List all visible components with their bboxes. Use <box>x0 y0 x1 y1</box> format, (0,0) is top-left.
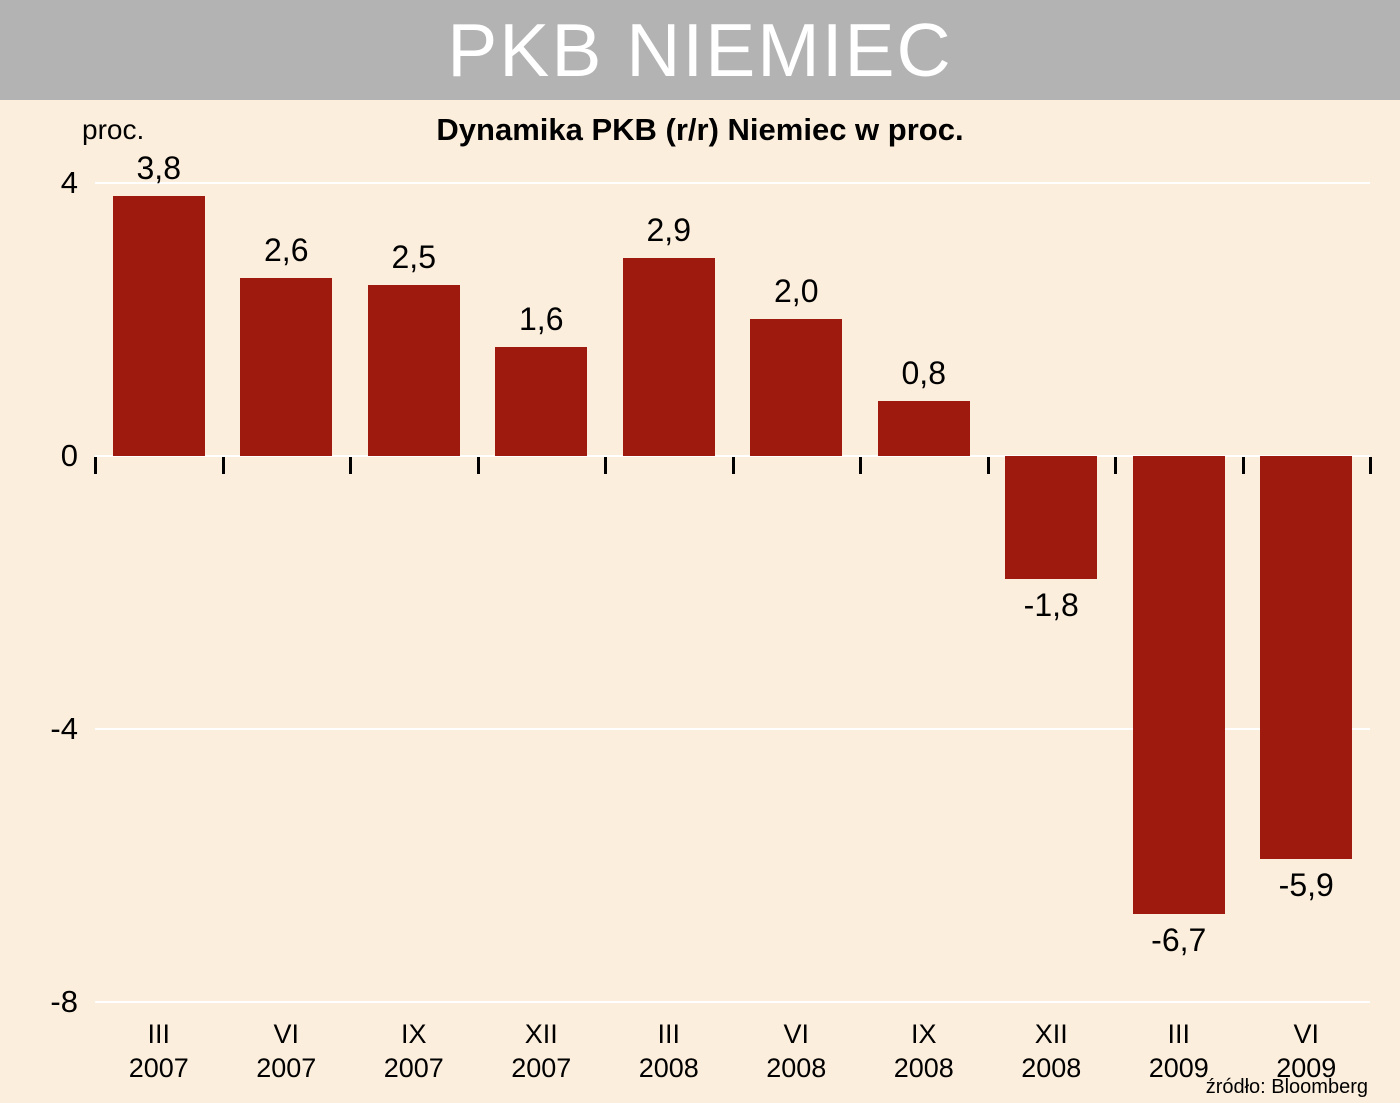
x-tick-quarter: IX <box>910 1019 937 1049</box>
x-tick-quarter: XII <box>524 1019 558 1049</box>
axis-tick <box>1114 457 1117 474</box>
x-tick-year: 2008 <box>1021 1052 1082 1083</box>
bar <box>622 257 715 456</box>
x-tick-year: 2008 <box>766 1052 827 1083</box>
bar <box>1260 456 1353 859</box>
bar-value-label: -6,7 <box>1151 921 1207 958</box>
x-tick-year: 2008 <box>893 1052 954 1083</box>
axis-tick <box>604 457 607 474</box>
bar-value-label: 2,9 <box>646 211 691 248</box>
x-tick-quarter: III <box>1167 1019 1191 1049</box>
x-tick-label: XII 2008 <box>1021 1018 1081 1086</box>
x-tick-quarter: VI <box>1293 1019 1320 1049</box>
x-tick-label: IX 2007 <box>384 1018 444 1086</box>
gridline <box>95 181 1370 184</box>
y-tick-label: -4 <box>50 711 78 747</box>
x-tick-quarter: III <box>147 1019 171 1049</box>
gridline <box>95 728 1370 731</box>
axis-tick <box>731 457 735 474</box>
bar-value-label: 0,8 <box>901 355 946 392</box>
bar <box>495 346 588 456</box>
x-tick-label: III 2007 <box>129 1018 189 1086</box>
bar <box>877 401 970 456</box>
axis-tick <box>221 457 225 474</box>
axis-tick <box>1241 457 1245 474</box>
bar <box>240 278 333 456</box>
bar-value-label: 2,0 <box>774 273 819 310</box>
axis-tick <box>1369 457 1372 474</box>
x-tick-year: 2009 <box>1276 1052 1337 1083</box>
x-tick-quarter: VI <box>273 1019 300 1049</box>
page-title: PKB NIEMIEC <box>447 7 953 92</box>
header-banner: PKB NIEMIEC <box>0 0 1400 100</box>
axis-tick <box>94 457 97 474</box>
x-tick-year: 2009 <box>1148 1052 1209 1083</box>
bar-value-label: 2,6 <box>264 232 309 269</box>
axis-tick <box>349 457 352 474</box>
x-tick-year: 2007 <box>128 1052 189 1083</box>
bar <box>1005 456 1098 579</box>
x-tick-quarter: XII <box>1034 1019 1068 1049</box>
bar-value-label: 1,6 <box>519 300 564 337</box>
x-tick-year: 2008 <box>638 1052 699 1083</box>
x-tick-year: 2007 <box>256 1052 317 1083</box>
axis-tick <box>986 457 990 474</box>
axis-tick <box>859 457 862 474</box>
bar <box>1132 456 1225 914</box>
bar-value-label: 2,5 <box>391 239 436 276</box>
gridline <box>95 455 1370 457</box>
x-tick-label: XII 2007 <box>511 1018 571 1086</box>
gridline <box>95 1001 1370 1004</box>
x-tick-quarter: IX <box>400 1019 427 1049</box>
x-tick-label: IX 2008 <box>894 1018 954 1086</box>
x-tick-year: 2007 <box>383 1052 444 1083</box>
x-tick-quarter: III <box>657 1019 681 1049</box>
axis-tick <box>476 457 480 474</box>
bar-value-label: -1,8 <box>1023 586 1079 623</box>
x-tick-label: VI 2008 <box>766 1018 826 1086</box>
bar <box>750 319 843 456</box>
y-axis-unit-label: proc. <box>82 114 145 145</box>
y-tick-label: 4 <box>60 164 78 200</box>
bar-value-label: 3,8 <box>136 150 181 187</box>
source-credit: źródło: Bloomberg <box>1205 1076 1368 1098</box>
bar <box>112 196 205 456</box>
x-tick-year: 2007 <box>511 1052 572 1083</box>
y-tick-label: 0 <box>60 438 78 473</box>
x-tick-quarter: VI <box>783 1019 810 1049</box>
x-tick-label: VI 2007 <box>256 1018 316 1086</box>
bar-value-label: -5,9 <box>1278 866 1334 903</box>
x-tick-label: VI 2009 <box>1276 1018 1336 1086</box>
bar <box>367 285 460 456</box>
y-tick-label: -8 <box>50 984 78 1020</box>
x-tick-label: III 2008 <box>639 1018 699 1086</box>
chart-title: Dynamika PKB (r/r) Niemiec w proc. <box>436 112 964 147</box>
x-tick-label: III 2009 <box>1149 1018 1209 1086</box>
